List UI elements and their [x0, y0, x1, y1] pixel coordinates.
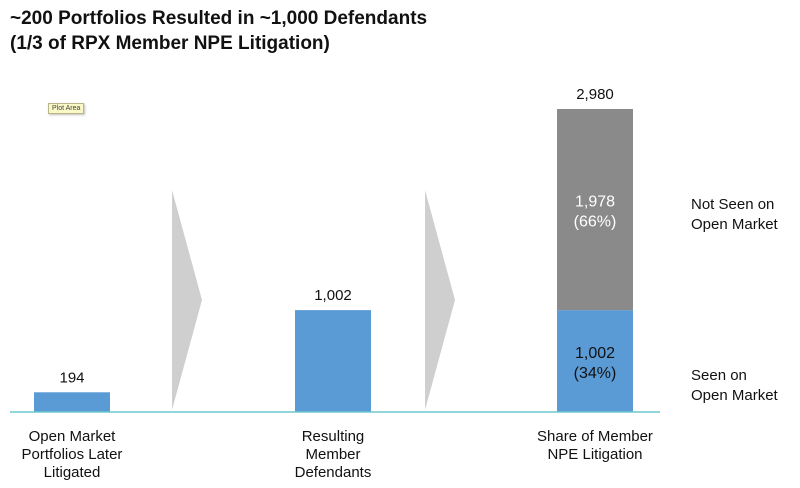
segment-label-not-seen-percent: (66%)	[574, 214, 617, 231]
legend-seen-line-2: Open Market	[691, 387, 778, 404]
chart-title: ~200 Portfolios Resulted in ~1,000 Defen…	[10, 6, 427, 56]
legend-not-seen: Not Seen on Open Market	[691, 195, 778, 235]
legend-not-seen-line-2: Open Market	[691, 216, 778, 233]
data-label-total-2980: 2,980	[576, 86, 614, 103]
category-label-resulting-defendants: Resulting Member Defendants	[248, 428, 418, 482]
bar-segment-seen-on-open-market	[557, 310, 633, 412]
category-label-line: Share of Member	[537, 428, 653, 445]
category-label-line: Defendants	[294, 464, 372, 481]
category-label-share-npe: Share of Member NPE Litigation	[510, 428, 680, 464]
category-label-line: Litigated	[43, 464, 101, 481]
category-label-open-market: Open Market Portfolios Later Litigated	[0, 428, 157, 482]
segment-label-not-seen-value: 1,978	[575, 194, 615, 211]
category-label-line: NPE Litigation	[547, 446, 643, 463]
segment-label-seen-value: 1,002	[575, 345, 615, 362]
category-label-line: Portfolios Later	[21, 446, 123, 463]
data-label-194: 194	[59, 369, 84, 386]
plot-area-tooltip: Plot Area	[48, 103, 85, 114]
flow-arrow-1	[172, 190, 202, 410]
category-label-line: Open Market	[28, 428, 116, 445]
legend-seen-line-1: Seen on	[691, 367, 747, 384]
title-line-1: ~200 Portfolios Resulted in ~1,000 Defen…	[10, 8, 428, 29]
bar-resulting-defendants	[295, 310, 371, 412]
flow-arrow-2	[425, 190, 455, 410]
category-label-line: Member	[305, 446, 361, 463]
bar-segment-not-seen-on-open-market	[557, 109, 633, 311]
title-line-2: (1/3 of RPX Member NPE Litigation)	[10, 33, 330, 54]
legend-not-seen-line-1: Not Seen on	[691, 196, 775, 213]
legend-seen: Seen on Open Market	[691, 366, 778, 406]
category-label-line: Resulting	[301, 428, 365, 445]
data-label-1002: 1,002	[314, 287, 352, 304]
bar-open-market-portfolios	[34, 392, 110, 412]
segment-label-seen-percent: (34%)	[574, 365, 617, 382]
